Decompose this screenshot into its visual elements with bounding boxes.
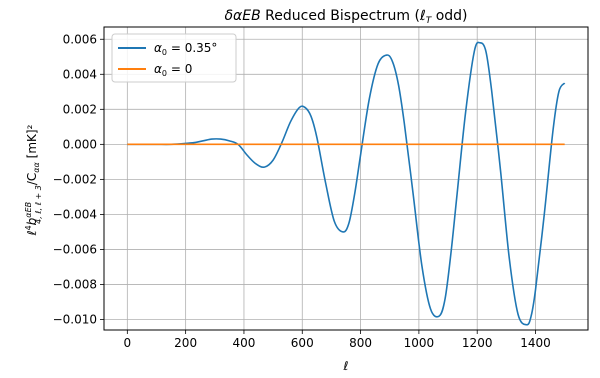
x-tick-label: 1200 xyxy=(462,336,493,350)
y-tick-label: −0.006 xyxy=(53,242,97,256)
x-tick-label: 600 xyxy=(291,336,314,350)
y-tick-label: −0.008 xyxy=(53,277,97,291)
y-tick-label: 0.006 xyxy=(63,32,97,46)
y-tick-label: 0.002 xyxy=(63,102,97,116)
x-tick-label: 0 xyxy=(124,336,132,350)
x-tick-label: 400 xyxy=(232,336,255,350)
y-axis: −0.010 −0.008 −0.006 −0.004 −0.002 0.000 0.002… xyxy=(53,32,104,326)
x-tick-label: 200 xyxy=(174,336,197,350)
svg-text:ℓ4bαEB4, ℓ, ℓ + 3/Cαα [mK]²: ℓ4bαEB4, ℓ, ℓ + 3/Cαα [mK]² xyxy=(24,124,43,236)
legend: α0 = 0.35° α0 = 0 xyxy=(111,33,237,83)
legend-label-series-1: α0 = 0.35° xyxy=(154,41,217,57)
legend-label-series-2: α0 = 0 xyxy=(154,62,192,78)
series-line-1 xyxy=(127,41,566,326)
plot-frame xyxy=(103,26,589,331)
x-tick-label: 1400 xyxy=(520,336,551,350)
y-tick-label: −0.004 xyxy=(53,207,97,221)
y-tick-label: −0.002 xyxy=(53,172,97,186)
x-tick-label: 1000 xyxy=(404,336,435,350)
chart-title: δαEB Reduced Bispectrum (ℓT odd) xyxy=(224,8,467,26)
plot-series xyxy=(127,41,566,326)
x-tick-label: 800 xyxy=(349,336,372,350)
x-axis-label: ℓ xyxy=(343,359,349,373)
y-tick-label: 0.004 xyxy=(63,67,97,81)
y-tick-label: 0.000 xyxy=(63,137,97,151)
y-tick-label: −0.010 xyxy=(53,312,97,326)
y-axis-label: ℓ4bαEB4, ℓ, ℓ + 3/Cαα [mK]² xyxy=(24,124,43,236)
x-axis: 0 200 400 600 800 1000 1200 1400 xyxy=(124,330,551,350)
